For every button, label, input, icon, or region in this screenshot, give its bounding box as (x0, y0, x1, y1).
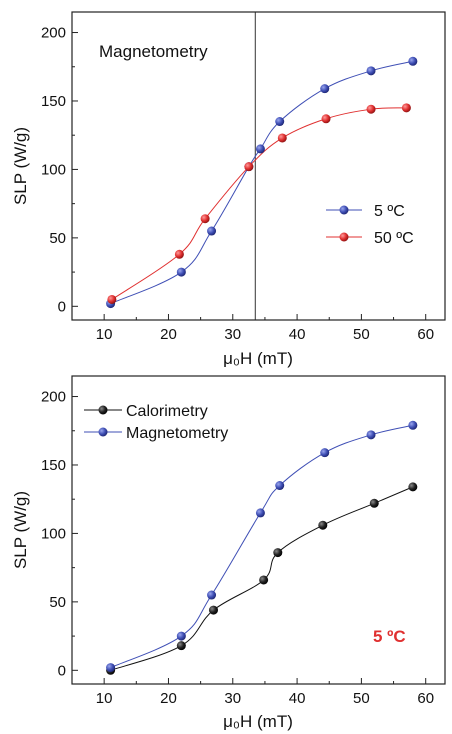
x-tick-label: 50 (353, 690, 370, 707)
legend-marker-50c (339, 232, 349, 242)
data-point-series-0 (176, 641, 186, 651)
data-point-series-0 (259, 575, 269, 585)
data-point-series-0 (320, 84, 330, 94)
data-point-series-1 (320, 448, 330, 458)
panel-1-ylabel: SLP (W/g) (11, 127, 30, 205)
y-tick-label: 100 (41, 525, 66, 542)
data-point-series-0 (208, 605, 218, 615)
y-tick-label: 150 (41, 93, 66, 110)
y-tick-label: 200 (41, 25, 66, 42)
panel-1-points (106, 56, 418, 309)
series-line-1 (111, 107, 407, 300)
panel-1-ticks: 10 20 30 40 50 60 0 50 100 150 200 (41, 25, 434, 343)
legend-label-calorimetry: Calorimetry (126, 403, 208, 420)
data-point-series-0 (369, 498, 379, 508)
panel-1-frame (71, 11, 446, 321)
data-point-series-1 (408, 420, 418, 430)
data-point-series-1 (207, 590, 217, 600)
data-point-series-0 (273, 548, 283, 558)
data-point-series-0 (318, 520, 328, 530)
legend-label-magnetometry: Magnetometry (126, 425, 228, 442)
y-tick-label: 150 (41, 457, 66, 474)
series-line-1 (110, 424, 413, 669)
data-point-series-1 (200, 214, 210, 224)
legend-label-50c: 50 ºC (374, 230, 414, 247)
data-point-series-0 (255, 144, 265, 154)
legend-marker-magnetometry (98, 427, 108, 437)
panel-2-annotation: 5 ºC (373, 627, 406, 646)
panel-1-xlabel: μ₀H (mT) (223, 349, 293, 368)
data-point-series-1 (174, 249, 184, 259)
x-tick-label: 60 (417, 690, 434, 707)
data-point-series-1 (275, 481, 285, 491)
data-point-series-1 (366, 104, 376, 114)
panel-2-ticks: 10 20 30 40 50 60 0 50 100 150 200 (41, 389, 434, 707)
data-point-series-0 (408, 482, 418, 492)
data-point-series-0 (275, 117, 285, 127)
x-tick-label: 10 (96, 326, 113, 343)
y-tick-label: 0 (58, 662, 66, 679)
x-tick-label: 60 (417, 326, 434, 343)
y-tick-label: 50 (49, 230, 66, 247)
x-tick-label: 40 (289, 326, 306, 343)
data-point-series-1 (277, 133, 287, 143)
panel-2-points (106, 420, 418, 675)
data-point-series-0 (366, 66, 376, 76)
panel-1-legend: 5 ºC 50 ºC (326, 203, 414, 247)
y-tick-label: 200 (41, 389, 66, 406)
legend-label-5c: 5 ºC (374, 203, 405, 220)
panel-2-legend: Calorimetry Magnetometry (84, 403, 228, 442)
panel-2-frame (71, 375, 446, 685)
data-point-series-1 (107, 294, 117, 304)
x-tick-label: 40 (289, 690, 306, 707)
panel-magnetometry: 10 20 30 40 50 60 0 50 100 150 200 Magnetometry μ₀… (11, 11, 446, 368)
x-tick-label: 20 (160, 326, 177, 343)
panel-1-curves (110, 60, 413, 305)
x-tick-label: 50 (353, 326, 370, 343)
x-tick-label: 30 (224, 690, 241, 707)
y-tick-label: 100 (41, 161, 66, 178)
data-point-series-1 (321, 114, 331, 124)
legend-marker-calorimetry (98, 405, 108, 415)
data-point-series-1 (401, 103, 411, 113)
x-tick-label: 20 (160, 690, 177, 707)
data-point-series-1 (106, 663, 116, 673)
x-tick-label: 30 (224, 326, 241, 343)
data-point-series-0 (176, 267, 186, 277)
x-tick-label: 10 (96, 690, 113, 707)
y-tick-label: 0 (58, 298, 66, 315)
data-point-series-0 (207, 226, 217, 236)
data-point-series-0 (408, 56, 418, 66)
data-point-series-1 (255, 508, 265, 518)
panel-2-curves (110, 424, 414, 671)
panel-2-ylabel: SLP (W/g) (11, 491, 30, 569)
y-tick-label: 50 (49, 594, 66, 611)
legend-marker-5c (339, 205, 349, 215)
panel-2-xlabel: μ₀H (mT) (223, 712, 293, 731)
data-point-series-1 (176, 631, 186, 641)
panel-1-annotation: Magnetometry (99, 42, 208, 61)
data-point-series-1 (366, 430, 376, 440)
panel-calorimetry-vs-magnetometry: 10 20 30 40 50 60 0 50 100 150 200 5 ºC μ₀H (mT) S… (11, 375, 446, 731)
data-point-series-1 (244, 162, 254, 172)
series-line-0 (110, 60, 413, 305)
